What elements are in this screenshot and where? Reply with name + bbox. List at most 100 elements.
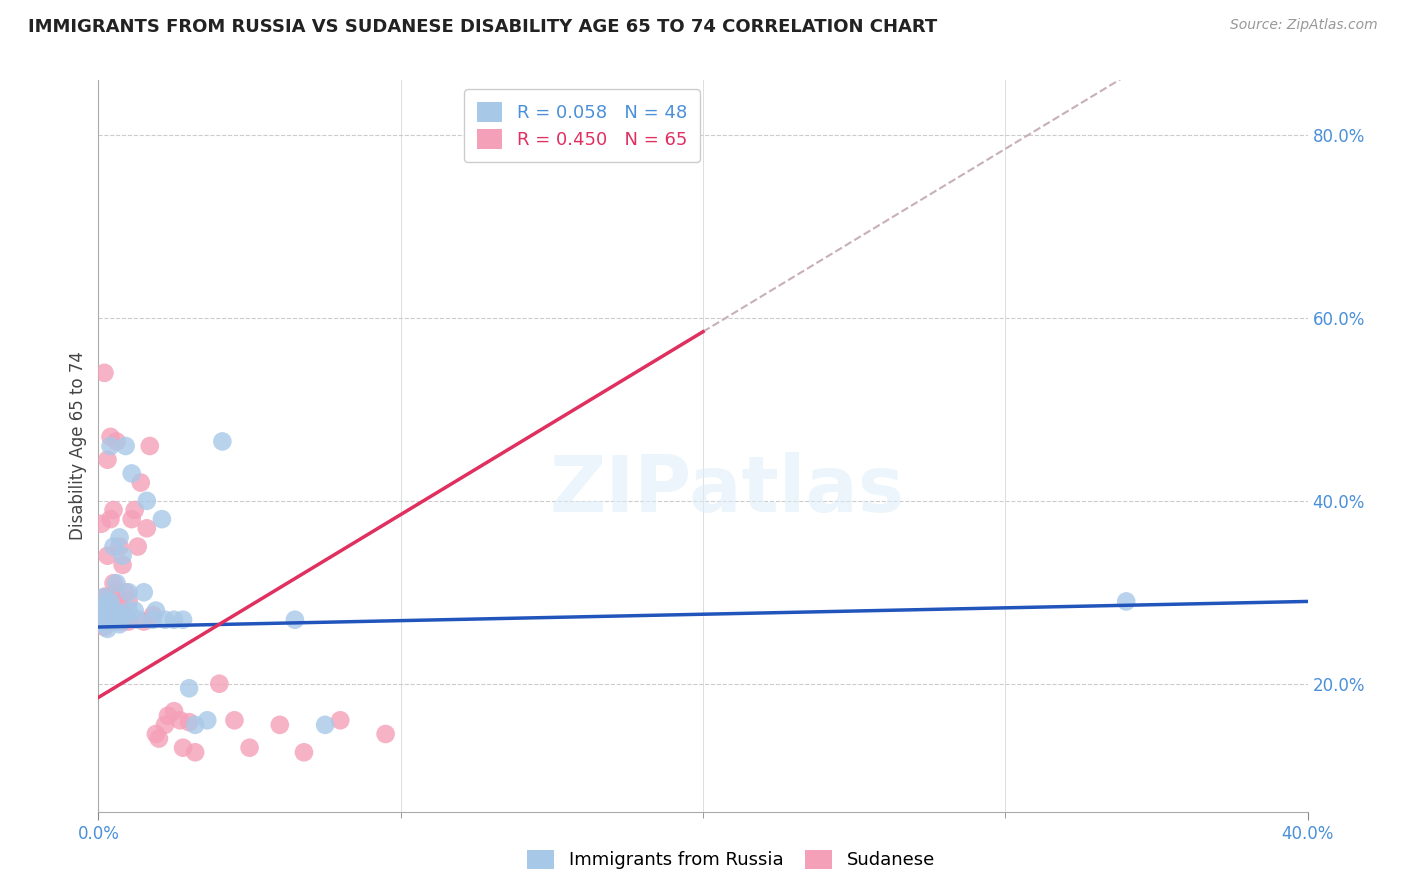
Point [172, 740, 194, 755]
Point [103, 603, 125, 617]
Point [96, 594, 118, 608]
Point [100, 608, 122, 623]
Point [105, 606, 128, 620]
Point [93, 590, 115, 604]
Point [103, 576, 125, 591]
Point [114, 608, 136, 623]
Point [90, 599, 112, 613]
Point [121, 512, 143, 526]
Legend: Immigrants from Russia, Sudanese: Immigrants from Russia, Sudanese [519, 840, 943, 879]
Point [108, 608, 131, 623]
Point [153, 613, 176, 627]
Text: Source: ZipAtlas.com: Source: ZipAtlas.com [1230, 18, 1378, 32]
Point [179, 715, 201, 730]
Point [111, 558, 134, 572]
Point [145, 727, 167, 741]
Point [93, 590, 115, 604]
Point [145, 603, 167, 617]
Point [90, 516, 112, 531]
Point [96, 615, 118, 629]
Point [93, 620, 115, 634]
Point [100, 439, 122, 453]
Text: ZIPatlas: ZIPatlas [550, 452, 904, 528]
Point [129, 475, 152, 490]
Point [127, 613, 149, 627]
Point [184, 745, 207, 759]
Point [96, 549, 118, 563]
Point [93, 606, 115, 620]
Point [132, 615, 155, 629]
Point [314, 718, 336, 732]
Point [93, 366, 115, 380]
Point [121, 467, 143, 481]
Point [100, 512, 122, 526]
Point [118, 585, 141, 599]
Point [108, 540, 131, 554]
Point [100, 608, 122, 623]
Point [127, 540, 149, 554]
Point [100, 430, 122, 444]
Point [374, 727, 396, 741]
Point [195, 714, 218, 728]
Y-axis label: Disability Age 65 to 74: Disability Age 65 to 74 [69, 351, 87, 541]
Point [96, 603, 118, 617]
Point [103, 540, 125, 554]
Point [132, 585, 155, 599]
Point [93, 617, 115, 632]
Point [105, 613, 128, 627]
Point [105, 434, 128, 449]
Point [103, 503, 125, 517]
Point [208, 676, 231, 690]
Point [284, 613, 307, 627]
Point [105, 585, 128, 599]
Point [90, 611, 112, 625]
Text: IMMIGRANTS FROM RUSSIA VS SUDANESE DISABILITY AGE 65 TO 74 CORRELATION CHART: IMMIGRANTS FROM RUSSIA VS SUDANESE DISAB… [28, 18, 938, 36]
Point [93, 613, 115, 627]
Point [100, 599, 122, 613]
Legend: R = 0.058   N = 48, R = 0.450   N = 65: R = 0.058 N = 48, R = 0.450 N = 65 [464, 89, 700, 161]
Point [118, 615, 141, 629]
Point [90, 608, 112, 623]
Point [96, 622, 118, 636]
Point [93, 611, 115, 625]
Point [153, 718, 176, 732]
Point [96, 590, 118, 604]
Point [156, 708, 179, 723]
Point [142, 613, 165, 627]
Point [163, 704, 186, 718]
Point [142, 608, 165, 623]
Point [108, 617, 131, 632]
Point [111, 611, 134, 625]
Point [179, 681, 201, 696]
Point [124, 603, 146, 617]
Point [111, 615, 134, 629]
Point [124, 503, 146, 517]
Point [148, 731, 170, 746]
Point [103, 608, 125, 623]
Point [96, 452, 118, 467]
Point [135, 521, 157, 535]
Point [100, 615, 122, 629]
Point [118, 594, 141, 608]
Point [103, 615, 125, 629]
Point [93, 606, 115, 620]
Point [169, 714, 191, 728]
Point [90, 603, 112, 617]
Point [100, 594, 122, 608]
Point [105, 613, 128, 627]
Point [184, 718, 207, 732]
Point [269, 718, 291, 732]
Point [111, 611, 134, 625]
Point [135, 494, 157, 508]
Point [118, 603, 141, 617]
Point [96, 611, 118, 625]
Point [90, 615, 112, 629]
Point [292, 745, 315, 759]
Point [329, 714, 352, 728]
Point [211, 434, 233, 449]
Point [114, 439, 136, 453]
Point [139, 439, 162, 453]
Point [239, 740, 262, 755]
Point [150, 512, 173, 526]
Point [111, 549, 134, 563]
